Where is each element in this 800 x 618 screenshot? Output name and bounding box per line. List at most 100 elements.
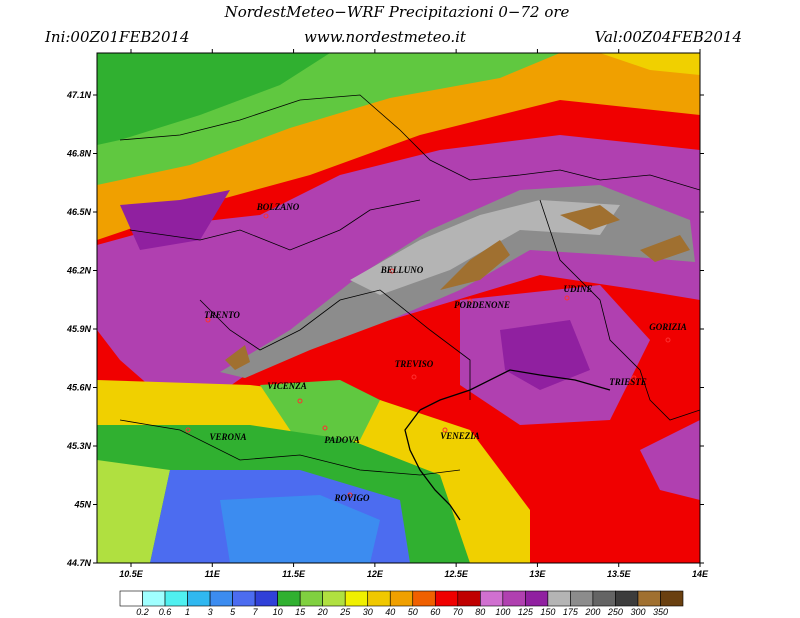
coastline [404, 409, 461, 521]
lat-tick-label: 46.5N [66, 207, 92, 217]
city-label: TREVISO [395, 359, 434, 369]
city-dot [263, 213, 269, 219]
legend-swatch [187, 590, 211, 607]
legend-swatch [592, 590, 616, 607]
field-purple [640, 420, 700, 500]
init-time: Ini:00Z01FEB2014 [44, 28, 190, 46]
city-label: BELLUNO [380, 265, 424, 275]
legend-swatch [277, 590, 301, 607]
legend-swatch [299, 590, 323, 607]
lon-tick-label: 14E [692, 569, 709, 579]
legend-label: 125 [518, 607, 534, 617]
legend-label: 10 [273, 607, 283, 617]
color-legend: 0.2 0.6 1 3 5 7 10 15 20 25 30 40 50 60 70 80 100 125 150 1… [119, 590, 684, 617]
legend-swatch [615, 590, 639, 607]
legend-label: 40 [385, 607, 395, 617]
lat-tick-label: 44.7N [66, 558, 92, 568]
legend-label: 80 [475, 607, 485, 617]
lat-tick-label: 45.6N [66, 383, 92, 393]
city-dot [631, 375, 637, 381]
city-label: PADOVA [324, 435, 359, 445]
legend-swatch [232, 590, 256, 607]
field-green-dark [97, 53, 330, 145]
border [539, 199, 700, 421]
lat-tick-label: 45N [73, 500, 91, 510]
field-yellow [600, 53, 700, 75]
legend-swatch [344, 590, 369, 607]
legend-label: 15 [295, 607, 306, 617]
website: www.nordestmeteo.it [304, 28, 467, 46]
legend-label: 60 [430, 607, 440, 617]
legend-swatch [660, 590, 684, 607]
legend-label: 5 [230, 607, 236, 617]
legend-label: 100 [495, 607, 510, 617]
legend-label: 3 [208, 607, 213, 617]
legend-label: 25 [339, 607, 351, 617]
field-gray-light [350, 200, 620, 295]
legend-swatch [637, 590, 661, 607]
lat-tick-label: 45.3N [66, 441, 92, 451]
legend-label: 1 [185, 607, 190, 617]
border [129, 199, 421, 251]
city-label: BOLZANO [256, 202, 300, 212]
legend-swatch [119, 590, 143, 607]
lon-tick-label: 13.5E [607, 569, 632, 579]
lon-tick-label: 11.5E [282, 569, 306, 579]
legend-swatch [164, 590, 188, 607]
legend-swatch [457, 590, 481, 607]
city-label: ROVIGO [333, 493, 370, 503]
legend-label: 175 [563, 607, 579, 617]
legend-swatch [502, 590, 526, 607]
legend-label: 0.6 [159, 607, 172, 617]
lon-tick-label: 12.5E [444, 569, 469, 579]
title: NordestMeteo−WRF Precipitazioni 0−72 ore [224, 3, 570, 21]
city-dot [185, 427, 191, 433]
field-brown [225, 345, 250, 370]
legend-swatch [209, 590, 233, 607]
city-dot [297, 398, 303, 404]
legend-swatch [547, 590, 571, 607]
city-dot [411, 374, 417, 380]
field-brown [640, 235, 690, 262]
legend-label: 30 [363, 607, 373, 617]
legend-label: 250 [607, 607, 623, 617]
field-violet [120, 190, 230, 250]
city-dot [467, 298, 473, 304]
city-dot [442, 427, 448, 433]
legend-swatch [322, 590, 346, 607]
city-labels: BOLZANO BELLUNO UDINE TRENTO PORDENONE GORIZI… [185, 202, 687, 503]
field-green [260, 380, 380, 445]
city-label: GORIZIA [649, 322, 687, 332]
legend-swatch [367, 590, 391, 607]
lon-tick-label: 13E [529, 569, 546, 579]
valid-time: Val:00Z04FEB2014 [595, 28, 742, 46]
border [199, 289, 471, 400]
lon-tick-label: 10.5E [119, 569, 144, 579]
city-dot [389, 268, 395, 274]
city-label: PORDENONE [454, 300, 510, 310]
legend-label: 70 [453, 607, 463, 617]
map-frame [96, 52, 701, 564]
lon-tick-label: 11E [205, 569, 221, 579]
legend-swatch [434, 590, 459, 607]
field-blue-light [220, 495, 380, 563]
city-dot [205, 317, 211, 323]
city-label: UDINE [563, 284, 592, 294]
city-label: TRIESTE [609, 377, 647, 387]
legend-label: 50 [408, 607, 418, 617]
legend-label: 350 [653, 607, 668, 617]
city-label: VICENZA [267, 381, 307, 391]
field-brown [440, 240, 510, 290]
legend-swatch [480, 590, 504, 607]
legend-label: 200 [584, 607, 600, 617]
city-label: VENEZIA [440, 431, 480, 441]
field-green-light [97, 460, 170, 563]
legend-label: 300 [630, 607, 645, 617]
legend-swatch [142, 590, 166, 607]
legend-swatch [412, 590, 436, 607]
legend-label: 7 [253, 607, 259, 617]
legend-label: 20 [317, 607, 328, 617]
city-dot [322, 425, 328, 431]
